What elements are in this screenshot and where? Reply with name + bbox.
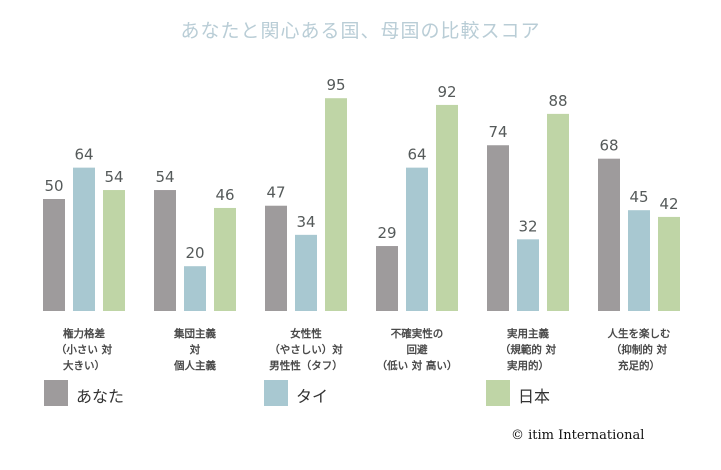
- bar-1-4: [517, 239, 539, 311]
- category-label: 実用主義 （規範的 対実用的）: [468, 326, 588, 374]
- category-label-line: 男性性（タフ）: [269, 360, 343, 372]
- category-label-line: 集団主義: [174, 328, 216, 340]
- bar-2-5: [658, 216, 680, 311]
- bar-value-label: 46: [215, 186, 234, 204]
- bar-value-label: 74: [488, 123, 507, 141]
- bar-value-label: 54: [104, 168, 123, 186]
- legend-label-thai: タイ: [296, 387, 329, 406]
- category-label-line: （規範的 対: [499, 344, 557, 356]
- category-label-line: 女性性: [290, 328, 322, 340]
- bar-2-4: [547, 113, 569, 311]
- category-label-line: 対: [189, 344, 201, 356]
- bar-2-3: [436, 104, 458, 311]
- bar-0-5: [598, 158, 620, 311]
- bar-value-label: 29: [377, 224, 396, 242]
- bar-value-label: 68: [599, 137, 618, 155]
- bar-1-5: [628, 210, 650, 311]
- bar-value-label: 54: [155, 168, 174, 186]
- category-label: 人生を楽しむ （抑制的 対充足的）: [579, 326, 699, 374]
- category-label-line: 権力格差: [63, 328, 105, 340]
- category-label: 権力格差 （小さい 対大きい）: [24, 326, 144, 374]
- legend-label-anata: あなた: [76, 387, 125, 406]
- bar-value-label: 50: [44, 177, 63, 195]
- category-label-line: 人生を楽しむ: [607, 328, 671, 340]
- bar-1-3: [406, 167, 428, 311]
- category-label-line: 個人主義: [174, 360, 216, 372]
- category-label: 女性性 （やさしい）対 男性性（タフ）: [246, 326, 366, 374]
- bar-1-0: [73, 167, 95, 311]
- bar-value-label: 42: [659, 195, 678, 213]
- bar-value-label: 45: [629, 188, 648, 206]
- category-label-line: （抑制的 対: [610, 344, 668, 356]
- bar-value-label: 92: [437, 83, 456, 101]
- category-label-line: 実用主義: [507, 328, 549, 340]
- legend-label-japan: 日本: [518, 387, 551, 406]
- legend-swatch-thai: [264, 380, 288, 406]
- bar-value-label: 32: [518, 217, 537, 235]
- bar-value-label: 34: [296, 213, 315, 231]
- category-label-line: 回避: [406, 344, 428, 356]
- bar-value-label: 20: [185, 244, 204, 262]
- category-label: 集団主義対個人主義: [135, 326, 255, 374]
- category-label-line: 不確実性の: [390, 328, 444, 340]
- copyright-notice: © itim International: [511, 428, 645, 443]
- category-label-line: （やさしい）対: [269, 344, 343, 356]
- bar-2-1: [214, 207, 236, 311]
- legend-swatch-anata: [44, 380, 68, 406]
- bar-1-1: [184, 266, 206, 311]
- category-label-line: 実用的）: [507, 360, 549, 372]
- chart-title: あなたと関心ある国、母国の比較スコア: [180, 20, 541, 42]
- bar-0-3: [376, 246, 398, 311]
- bar-2-0: [103, 190, 125, 311]
- bar-value-label: 64: [407, 146, 426, 164]
- bar-0-2: [265, 205, 287, 311]
- category-label-line: （低い 対 高い）: [376, 360, 458, 372]
- category-label-line: 大きい）: [63, 360, 105, 372]
- category-label: 不確実性の回避 （低い 対 高い）: [357, 326, 477, 374]
- category-label-line: 充足的）: [618, 360, 660, 372]
- bar-2-2: [325, 98, 347, 311]
- bar-0-1: [154, 190, 176, 311]
- bar-0-0: [43, 199, 65, 311]
- bar-1-2: [295, 234, 317, 311]
- category-label-line: （小さい 対: [55, 344, 113, 356]
- bar-value-label: 47: [266, 184, 285, 202]
- bar-0-4: [487, 145, 509, 311]
- bar-value-label: 88: [548, 92, 567, 110]
- bar-value-label: 95: [326, 76, 345, 94]
- legend-swatch-japan: [486, 380, 510, 406]
- bar-value-label: 64: [74, 146, 93, 164]
